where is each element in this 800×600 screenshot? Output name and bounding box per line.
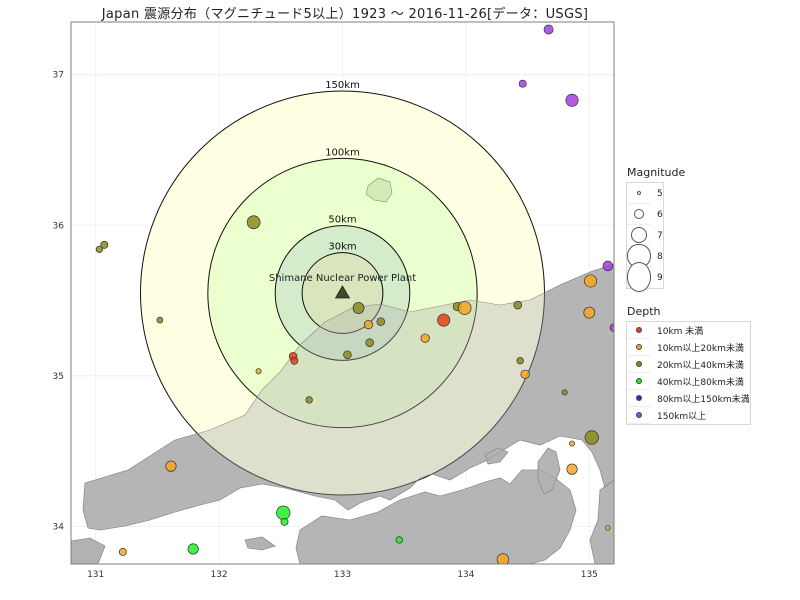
- legend-depth-row: 40km以上80km未満: [627, 373, 750, 390]
- x-tick-label: 134: [457, 570, 474, 580]
- legend-depth-label: 80km以上150km未満: [657, 394, 750, 405]
- legend-depth-swatch: [636, 326, 642, 333]
- x-tick-label: 131: [87, 570, 104, 580]
- y-tick-label: 34: [53, 522, 65, 532]
- legend-depth-label: 150km以上: [657, 411, 707, 422]
- legend-magnitude-box: 5 6 7 8 9: [626, 182, 664, 292]
- epicenter-point: [565, 93, 579, 107]
- epicenter-point: [376, 317, 386, 326]
- epicenter-point: [290, 356, 299, 365]
- legend-magnitude-label: 8: [657, 251, 663, 262]
- legend-depth-swatch: [636, 343, 642, 350]
- legend-magnitude-circle: [630, 226, 648, 244]
- legend: Magnitude 5 6 7 8 9 Depth 10km 未満 10km以上20km未…: [626, 166, 796, 425]
- epicenter-point: [561, 389, 568, 396]
- epicenter-point: [457, 301, 472, 315]
- epicenter-point: [156, 316, 164, 324]
- legend-magnitude-row: 6: [627, 204, 663, 225]
- legend-depth-row: 10km以上20km未満: [627, 339, 750, 356]
- ring-label: 150km: [325, 80, 360, 91]
- epicenter-point: [187, 543, 199, 555]
- epicenter-point: [584, 430, 599, 445]
- legend-depth-swatch: [636, 411, 642, 418]
- epicenter-point: [395, 536, 403, 544]
- epicenter-point: [513, 300, 523, 310]
- legend-depth-box: 10km 未満 10km以上20km未満 20km以上40km未満 40km以上80k…: [626, 320, 751, 425]
- map-panel-border: [70, 21, 615, 565]
- epicenter-point: [352, 302, 365, 314]
- epicenter-point: [437, 313, 451, 327]
- epicenter-point: [583, 306, 596, 319]
- legend-magnitude-circle: [633, 208, 645, 220]
- epicenter-point: [118, 548, 127, 556]
- ring-label: 50km: [328, 215, 356, 226]
- epicenter-point: [305, 396, 313, 404]
- epicenter-point: [246, 215, 261, 230]
- legend-magnitude-row: 7: [627, 225, 663, 246]
- epicenter-point: [100, 240, 109, 249]
- epicenter-point: [609, 323, 614, 332]
- nuclear-plant-marker: Shimane Nuclear Power Plant: [269, 273, 416, 299]
- legend-magnitude-label: 6: [657, 209, 663, 220]
- epicenter-point: [420, 333, 430, 343]
- legend-depth-label: 10km以上20km未満: [657, 343, 744, 354]
- epicenter-point: [566, 463, 578, 475]
- epicenter-point: [496, 553, 510, 564]
- epicenter-point: [568, 15, 573, 20]
- legend-magnitude-title: Magnitude: [627, 166, 686, 179]
- y-tick-label: 36: [53, 221, 65, 231]
- legend-depth-label: 40km以上80km未満: [657, 377, 744, 388]
- epicenter-point: [95, 245, 104, 253]
- legend-depth-title: Depth: [627, 304, 661, 318]
- legend-magnitude-row: 5: [627, 183, 663, 204]
- ring-label: 30km: [328, 242, 356, 253]
- legend-magnitude-circle: [637, 191, 641, 195]
- epicenter-point: [520, 369, 530, 379]
- x-axis: 131 132 133 134 135: [87, 570, 598, 580]
- x-tick-label: 135: [581, 570, 598, 580]
- x-tick-label: 132: [210, 570, 227, 580]
- epicenter-point: [165, 460, 177, 472]
- epicenter-point: [569, 440, 576, 447]
- epicenter-point: [363, 320, 374, 330]
- epicenter-point: [605, 525, 611, 531]
- epicenter-point: [516, 357, 524, 365]
- map-title: Japan 震源分布（マグニチュード5以上）1923 ～ 2016-11-26[…: [101, 7, 589, 22]
- x-tick-label: 133: [334, 570, 351, 580]
- land-overlay: [71, 177, 614, 564]
- legend-depth-row: 10km 未満: [627, 322, 750, 339]
- legend-magnitude-label: 5: [657, 188, 663, 199]
- legend-magnitude-label: 7: [657, 230, 663, 241]
- epicenter-point: [518, 79, 527, 88]
- epicenter-point: [255, 368, 262, 375]
- epicenter-point: [343, 350, 352, 359]
- legend-magnitude-circle: [627, 262, 651, 292]
- y-tick-label: 37: [53, 71, 64, 81]
- legend-depth-swatch: [636, 360, 642, 367]
- epicenter-point: [584, 274, 598, 288]
- epicenter-point: [365, 338, 374, 347]
- epicenter-point: [602, 260, 614, 272]
- legend-depth-swatch: [636, 377, 642, 384]
- distance-ring-labels: 150km 100km 50km 30km: [325, 80, 360, 253]
- legend-depth-label: 10km 未満: [657, 326, 704, 337]
- epicenter-point: [543, 24, 554, 35]
- ring-label: 100km: [325, 147, 360, 158]
- epicenter-points: [95, 15, 614, 564]
- epicenter-point: [276, 505, 291, 520]
- legend-depth-swatch: [636, 394, 642, 401]
- y-axis: 34 35 36 37: [53, 71, 65, 533]
- legend-magnitude-label: 9: [657, 272, 663, 283]
- legend-depth-label: 20km以上40km未満: [657, 360, 744, 371]
- plant-label: Shimane Nuclear Power Plant: [269, 273, 416, 284]
- plant-triangle-icon: [334, 285, 351, 299]
- legend-depth-row: 20km以上40km未満: [627, 356, 750, 373]
- legend-depth-row: 80km以上150km未満: [627, 390, 750, 407]
- legend-depth-row: 150km以上: [627, 407, 750, 424]
- y-tick-label: 35: [53, 372, 64, 382]
- epicenter-point: [280, 517, 289, 526]
- legend-magnitude-row: 9: [627, 262, 663, 292]
